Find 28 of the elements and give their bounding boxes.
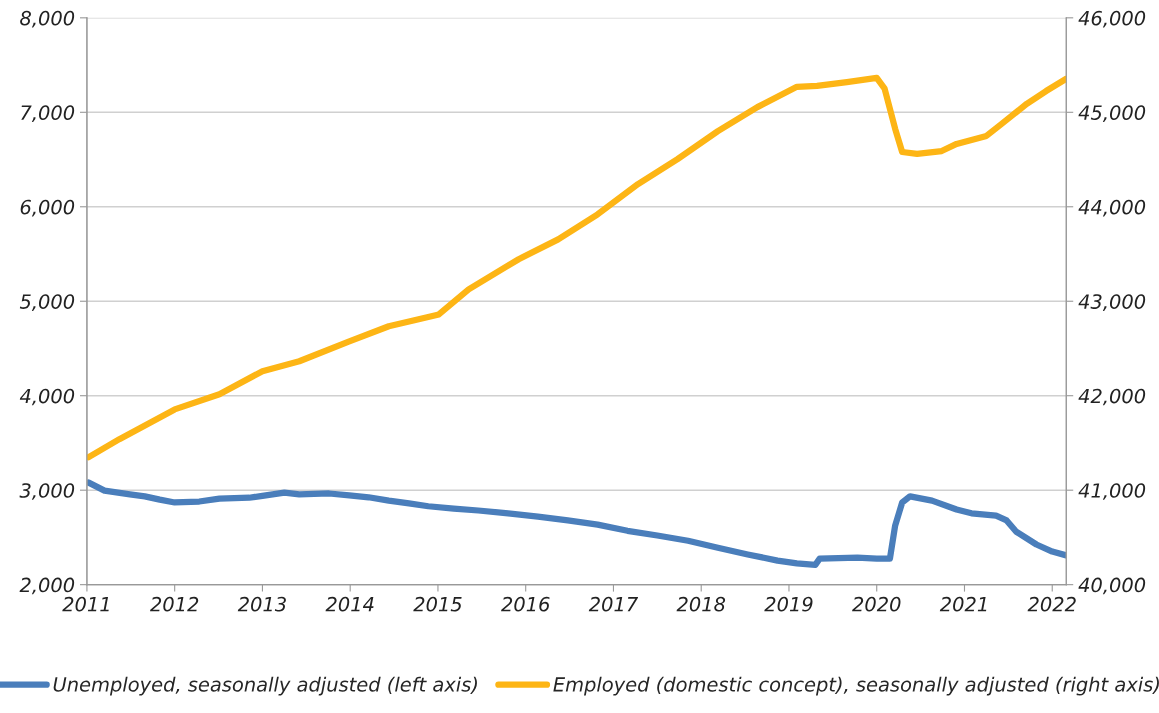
x-tick-label: 2015	[413, 596, 462, 612]
x-tick-label: 2014	[325, 596, 374, 612]
y2-tick-label: 40,000	[1078, 577, 1146, 595]
y2-tick-label: 41,000	[1078, 483, 1146, 500]
x-tick-label: 2018	[676, 596, 726, 612]
y2-tick-label: 43,000	[1078, 294, 1146, 311]
y2-tick-label: 46,000	[1078, 10, 1146, 28]
x-tick-label: 2019	[764, 596, 813, 612]
x-tick-label: 2011	[62, 596, 109, 612]
y-tick-label: 2,000	[19, 577, 75, 595]
y-tick-label: 5,000	[19, 294, 75, 311]
x-tick-label: 2020	[852, 596, 901, 612]
y-tick-label: 6,000	[20, 199, 75, 217]
legend-label: Unemployed, seasonally adjusted (left axis)	[53, 676, 477, 696]
x-tick-label: 2017	[588, 596, 639, 612]
y-tick-label: 7,000	[21, 105, 75, 122]
y2-tick-label: 44,000	[1078, 199, 1146, 217]
legend-label: Employed (domestic concept), seasonally adjusted (right axis)	[553, 676, 1159, 696]
y-tick-label: 3,000	[19, 483, 75, 500]
x-tick-label: 2022	[1027, 596, 1076, 612]
x-tick-label: 2021	[939, 596, 987, 612]
y2-tick-label: 45,000	[1078, 105, 1146, 122]
y-tick-label: 4,000	[19, 388, 75, 406]
x-tick-label: 2016	[501, 596, 550, 612]
x-tick-label: 2012	[150, 596, 199, 612]
x-tick-label: 2013	[237, 596, 286, 612]
y2-tick-label: 42,000	[1078, 388, 1146, 406]
y-tick-label: 8,000	[20, 10, 75, 28]
